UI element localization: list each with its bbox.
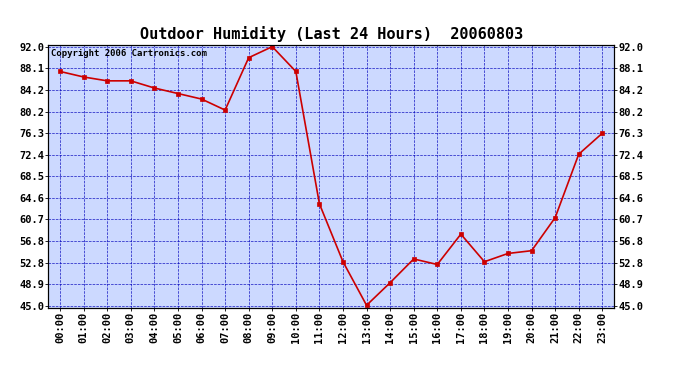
Text: Copyright 2006 Cartronics.com: Copyright 2006 Cartronics.com (51, 49, 207, 58)
Title: Outdoor Humidity (Last 24 Hours)  20060803: Outdoor Humidity (Last 24 Hours) 2006080… (139, 27, 523, 42)
